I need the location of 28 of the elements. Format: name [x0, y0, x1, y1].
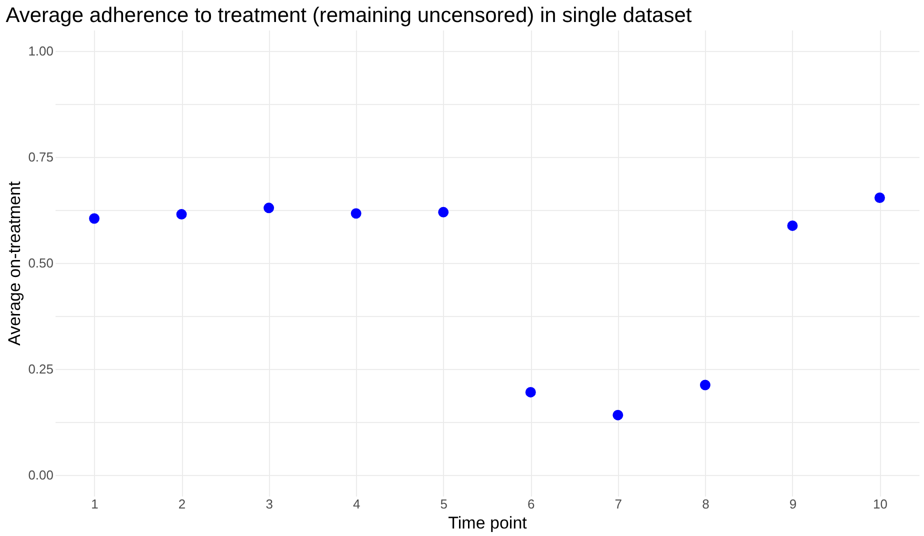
point	[89, 213, 100, 224]
x-tick-label: 10	[872, 496, 888, 512]
point	[874, 192, 885, 203]
y-tick-label: 0.00	[28, 467, 54, 482]
x-tick-label: 7	[614, 496, 622, 512]
x-tick-label: 6	[528, 496, 535, 512]
y-tick-label: 1.00	[28, 44, 54, 59]
point	[612, 410, 624, 420]
x-tick-label: 4	[352, 496, 360, 512]
x-tick-label: 1	[91, 496, 98, 512]
point	[787, 220, 798, 231]
y-axis-title: Average on-treatment	[5, 181, 24, 346]
x-axis-title: Time point	[448, 514, 528, 532]
point	[525, 386, 536, 398]
x-tick-label: 9	[789, 496, 797, 512]
x-tick-label: 3	[266, 496, 273, 512]
y-tick-label: 0.50	[28, 256, 54, 270]
point	[176, 209, 187, 220]
x-tick-label: 2	[178, 496, 186, 512]
point	[264, 202, 274, 214]
chart-title: Average adherence to treatment (remaining uncensored) in single dataset	[6, 4, 692, 27]
y-tick-label: 0.25	[28, 361, 54, 376]
point	[350, 208, 362, 219]
point	[438, 206, 449, 218]
y-tick-label: 0.75	[28, 150, 54, 165]
point	[700, 380, 710, 390]
x-tick-label: 5	[440, 496, 448, 512]
x-tick-label: 8	[702, 496, 710, 512]
